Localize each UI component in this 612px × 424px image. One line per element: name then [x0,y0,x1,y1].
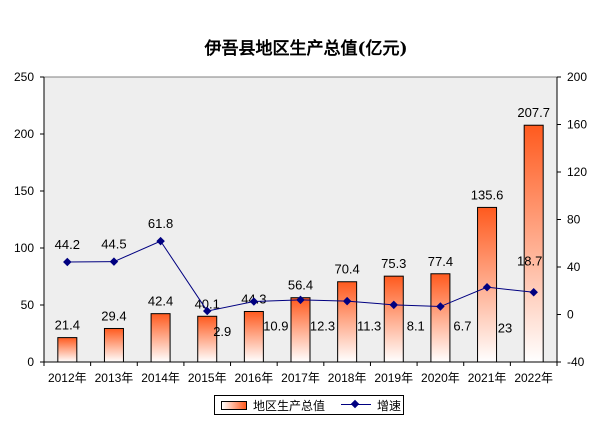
growth-marker [109,257,119,266]
bar-data-label: 77.4 [428,254,453,269]
right-tick-label: 40 [567,260,581,274]
x-tick-label: 2021年 [468,371,507,385]
growth-marker [529,288,538,297]
right-tick-label: 160 [567,118,587,132]
growth-data-label: 10.9 [263,319,288,334]
left-tick-label: 250 [14,70,34,84]
bar-data-label: 40.1 [195,296,220,311]
chart-title: 伊吾县地区生产总值(亿元) [204,39,408,59]
growth-marker [296,295,305,305]
right-tick-label: 200 [567,70,587,84]
growth-data-label: 23 [498,321,512,336]
x-tick-label: 2013年 [95,371,134,385]
x-tick-label: 2016年 [235,371,274,385]
growth-data-label: 44.2 [55,237,80,252]
bar-data-label: 56.4 [288,278,313,293]
growth-data-label: 11.3 [357,319,381,334]
bar-data-label: 29.4 [101,308,126,323]
bar [523,124,544,363]
bar [383,275,404,363]
x-tick-label: 2022年 [514,371,553,385]
growth-marker [389,300,399,310]
legend-line-label: 增速 [377,398,402,413]
growth-marker [63,257,72,267]
left-tick-label: 50 [21,298,35,312]
legend-bar-swatch [221,400,247,410]
growth-marker [202,306,212,316]
bar-data-label: 207.7 [517,105,550,120]
bar [150,313,171,363]
growth-data-label: 2.9 [213,324,231,339]
right-tick-label: 80 [567,213,581,227]
growth-data-label: 8.1 [407,319,425,334]
x-tick-label: 2014年 [141,371,180,385]
growth-data-label: 12.3 [310,319,335,334]
x-tick-label: 2017年 [281,371,320,385]
growth-data-label: 18.7 [517,253,542,268]
legend-bar-label: 地区生产总值 [253,398,326,413]
bar [103,327,124,363]
growth-marker [342,296,352,306]
right-tick-label: 0 [567,308,574,322]
bar [243,310,264,363]
left-tick-label: 200 [14,127,34,141]
legend: 地区生产总值 增速 [214,395,404,415]
bar-data-label: 135.6 [471,187,504,202]
growth-data-label: 44.5 [101,237,126,252]
x-tick-label: 2018年 [328,371,367,385]
x-tick-label: 2019年 [374,371,413,385]
left-tick-label: 0 [27,355,34,369]
right-tick-label: -40 [567,355,585,369]
x-tick-label: 2012年 [48,371,87,385]
growth-data-label: 6.7 [453,319,471,334]
left-tick-label: 100 [14,241,34,255]
bar [57,337,78,363]
bar-data-label: 21.4 [55,318,80,333]
right-tick-label: 120 [567,165,587,179]
x-tick-label: 2015年 [188,371,227,385]
x-tick-label: 2020年 [421,371,460,385]
bar [290,297,311,363]
growth-marker [249,297,259,306]
bar-data-label: 42.4 [148,294,173,309]
growth-marker [156,236,165,246]
bar [430,273,451,363]
bar [337,281,358,363]
legend-line-icon [341,400,372,410]
growth-data-label: 61.8 [148,216,173,231]
growth-marker [436,302,445,311]
bar [197,315,218,363]
bar-data-label: 70.4 [334,262,359,277]
growth-marker [482,282,492,292]
bar-data-label: 75.3 [381,256,406,271]
left-tick-label: 150 [14,184,34,198]
